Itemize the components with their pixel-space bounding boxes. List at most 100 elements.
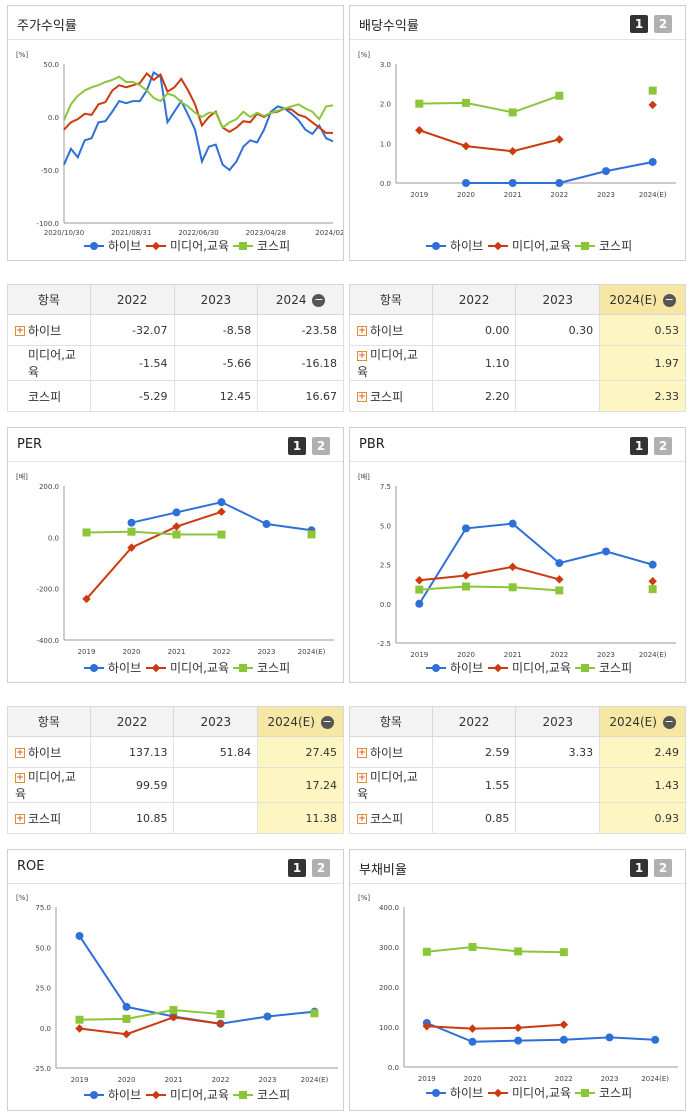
col-header: 2024(E) − [257, 706, 344, 737]
data-point-hybe [172, 508, 181, 517]
pbr-panel: PBR 1 2 [배] 7.5 5.0 2.5 0.0 -2.5 2019 2020 2021 2… [349, 427, 686, 683]
expand-icon[interactable]: + [15, 772, 25, 783]
collapse-icon[interactable]: − [312, 292, 326, 307]
expand-icon[interactable]: + [357, 814, 367, 824]
table-cell [515, 380, 601, 412]
expand-icon[interactable]: + [15, 326, 25, 336]
data-point-kospi [239, 1091, 247, 1099]
y-tick-label: 50.0 [43, 61, 59, 69]
page-1-button[interactable]: 1 [630, 859, 648, 877]
table-cell: 1.10 [431, 345, 517, 381]
panel-title: 부채비율 [359, 863, 407, 878]
data-point-hybe [415, 599, 424, 608]
table-row: + 코스피 2.20 2.33 [349, 380, 686, 412]
panel-header: PER 1 2 [8, 428, 343, 462]
per-table: 항목 2022 2023 2024(E) − + 하이브 137.13 51.84… [7, 706, 344, 834]
data-point-hybe [432, 1089, 440, 1097]
data-point-kospi [415, 99, 424, 108]
dividend-yield-panel: 배당수익률 1 2 [%] 3.0 2.0 1.0 0.0 2019 2020 2021 202… [349, 5, 686, 261]
panel-title: 배당수익률 [359, 19, 419, 34]
data-point-media [493, 241, 503, 251]
row-name: + 코스피 [7, 802, 91, 834]
table-cell: 12.45 [173, 380, 259, 412]
y-tick-label: 3.0 [380, 61, 391, 69]
page-1-button[interactable]: 1 [288, 437, 306, 455]
data-point-kospi [508, 108, 517, 117]
expand-icon[interactable]: + [15, 814, 25, 824]
page-1-button[interactable]: 1 [288, 859, 306, 877]
data-point-hybe [122, 1002, 131, 1011]
data-point-hybe [90, 1091, 98, 1099]
x-tick-label: 2022/06/30 [178, 229, 218, 237]
table-cell: 11.38 [257, 802, 344, 834]
collapse-icon[interactable]: − [662, 292, 676, 307]
series-line-hybe [78, 935, 315, 1025]
expand-icon[interactable]: + [357, 392, 367, 402]
x-tick-label: 2021 [165, 1076, 183, 1084]
x-tick-label: 2024(E) [298, 648, 326, 656]
data-point-kospi [415, 585, 424, 594]
x-tick-label: 2019 [78, 648, 96, 656]
table-cell [515, 767, 601, 803]
col-header: 2022 [89, 706, 175, 737]
data-point-kospi [239, 664, 247, 672]
table-cell: 3.33 [515, 736, 601, 768]
col-header: 2022 [431, 706, 517, 737]
stock-return-panel: 주가수익률 [%] 50.0 0.0 -50.0 -100.0 2020/10/30 202… [7, 5, 344, 261]
table-row: + 미디어,교육 1.10 1.97 [349, 345, 686, 381]
table-cell: 2.33 [599, 380, 686, 412]
data-point-kospi [555, 91, 564, 100]
series-line-media [85, 510, 222, 600]
panel-title: PBR [359, 437, 385, 452]
table-cell: 10.85 [89, 802, 175, 834]
table-cell: -16.18 [257, 345, 344, 381]
page-2-button[interactable]: 2 [312, 437, 330, 455]
expand-icon[interactable]: + [357, 350, 367, 361]
table-row: + 하이브 2.59 3.33 2.49 [349, 736, 686, 768]
panel-title: PER [17, 437, 43, 452]
table-cell: 0.93 [599, 802, 686, 834]
data-point-kospi [127, 527, 136, 536]
x-tick-label: 2021 [509, 1075, 527, 1083]
table-cell: -32.07 [89, 314, 175, 346]
table-cell: -1.54 [89, 345, 175, 381]
page-1-button[interactable]: 1 [630, 437, 648, 455]
page-2-button[interactable]: 2 [654, 15, 672, 33]
data-point-media [415, 126, 424, 135]
collapse-icon[interactable]: − [320, 714, 334, 729]
stock-return-table: 항목 2022 2023 2024 − + 하이브 -32.07 -8.58 -2… [7, 284, 344, 412]
legend-label-media: 미디어,교육 [170, 239, 229, 253]
legend-label-kospi: 코스피 [599, 1086, 632, 1100]
data-point-hybe [127, 518, 136, 527]
x-tick-label: 2022 [550, 651, 568, 659]
col-header: 2023 [173, 706, 259, 737]
axis-unit-label: [배] [16, 472, 28, 481]
y-tick-label: 7.5 [380, 483, 391, 491]
expand-icon[interactable]: + [15, 748, 25, 758]
series-line-kospi [419, 585, 560, 592]
page-2-button[interactable]: 2 [312, 859, 330, 877]
page-2-button[interactable]: 2 [654, 859, 672, 877]
table-cell: 27.45 [257, 736, 344, 768]
table-cell: 99.59 [89, 767, 175, 803]
pbr-table: 항목 2022 2023 2024(E) − + 하이브 2.59 3.33 2.… [349, 706, 686, 834]
row-name: + 미디어,교육 [7, 767, 91, 803]
table-cell [515, 345, 601, 381]
page-1-button[interactable]: 1 [630, 15, 648, 33]
page-2-button[interactable]: 2 [654, 437, 672, 455]
data-point-media [127, 543, 136, 552]
collapse-icon[interactable]: − [662, 714, 676, 729]
expand-icon[interactable]: + [357, 772, 367, 783]
row-name: + 하이브 [349, 736, 433, 768]
legend-label-media: 미디어,교육 [512, 239, 571, 253]
x-tick-label: 2023 [259, 1076, 277, 1084]
data-point-kospi [172, 530, 181, 539]
expand-icon[interactable]: + [357, 326, 367, 336]
x-tick-label: 2024/02/ [315, 229, 343, 237]
expand-icon[interactable]: + [357, 748, 367, 758]
data-point-kospi [581, 242, 589, 250]
x-tick-label: 2020/10/30 [44, 229, 84, 237]
table-cell: -8.58 [173, 314, 259, 346]
y-tick-label: 200.0 [39, 483, 59, 491]
col-header: 항목 [7, 284, 91, 315]
